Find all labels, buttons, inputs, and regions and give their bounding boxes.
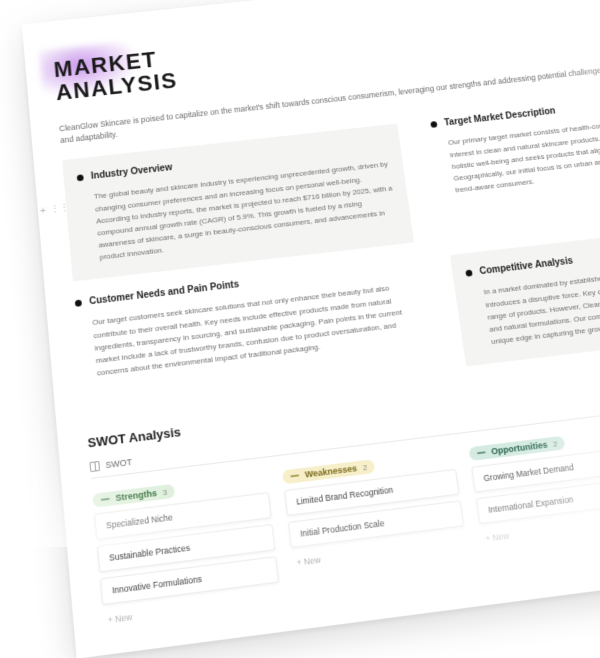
drag-grip-icon[interactable]: ⋮⋮ [49, 202, 69, 216]
swot-column-label: Opportunities [491, 440, 549, 457]
page-title-wrap: MARKET ANALYSIS [53, 47, 179, 105]
block-heading-text: Competitive Analysis [479, 256, 574, 277]
stage: MARKET ANALYSIS CleanGlow Skincare is po… [0, 0, 600, 547]
column-color-bar [290, 475, 299, 478]
block-target-market[interactable]: Target Market Description Our primary ta… [430, 85, 600, 239]
block-industry-overview[interactable]: + ⋮⋮ Industry Overview The global beauty… [62, 124, 414, 282]
add-block-icon[interactable]: + [39, 205, 46, 217]
bullet-icon [77, 175, 84, 182]
bullet-icon [430, 121, 437, 128]
block-heading: Competitive Analysis [465, 233, 600, 279]
swot-column-header-strengths[interactable]: Strengths 3 [92, 484, 175, 508]
swot-column-label: Weaknesses [304, 464, 357, 480]
swot-column-strengths: Strengths3Specialized NicheSustainable P… [92, 468, 282, 630]
block-competitive-analysis[interactable]: Competitive Analysis In a market dominat… [450, 217, 600, 366]
page-title: MARKET ANALYSIS [53, 47, 179, 105]
swot-column-count: 3 [162, 488, 167, 497]
swot-column-count: 2 [552, 439, 558, 448]
block-heading-text: Industry Overview [91, 163, 173, 182]
document-page: MARKET ANALYSIS CleanGlow Skincare is po… [22, 0, 600, 658]
swot-column-count: 2 [362, 463, 367, 472]
swot-tab-label[interactable]: SWOT [105, 457, 132, 470]
board-view-icon[interactable] [89, 461, 100, 472]
swot-column-weaknesses: Weaknesses2Limited Brand RecognitionInit… [281, 445, 472, 605]
bullet-icon [75, 300, 82, 307]
bullet-icon [465, 270, 472, 277]
column-color-bar [101, 498, 110, 501]
block-drag-handle[interactable]: + ⋮⋮ [39, 203, 61, 217]
column-color-bar [477, 452, 486, 455]
block-customer-needs[interactable]: Customer Needs and Pain Points Our targe… [75, 259, 433, 412]
block-heading-text: Target Market Description [444, 107, 557, 129]
swot-column-opportunities: Opportunities2Growing Market DemandInter… [468, 422, 600, 581]
swot-column-label: Strengths [115, 488, 157, 503]
